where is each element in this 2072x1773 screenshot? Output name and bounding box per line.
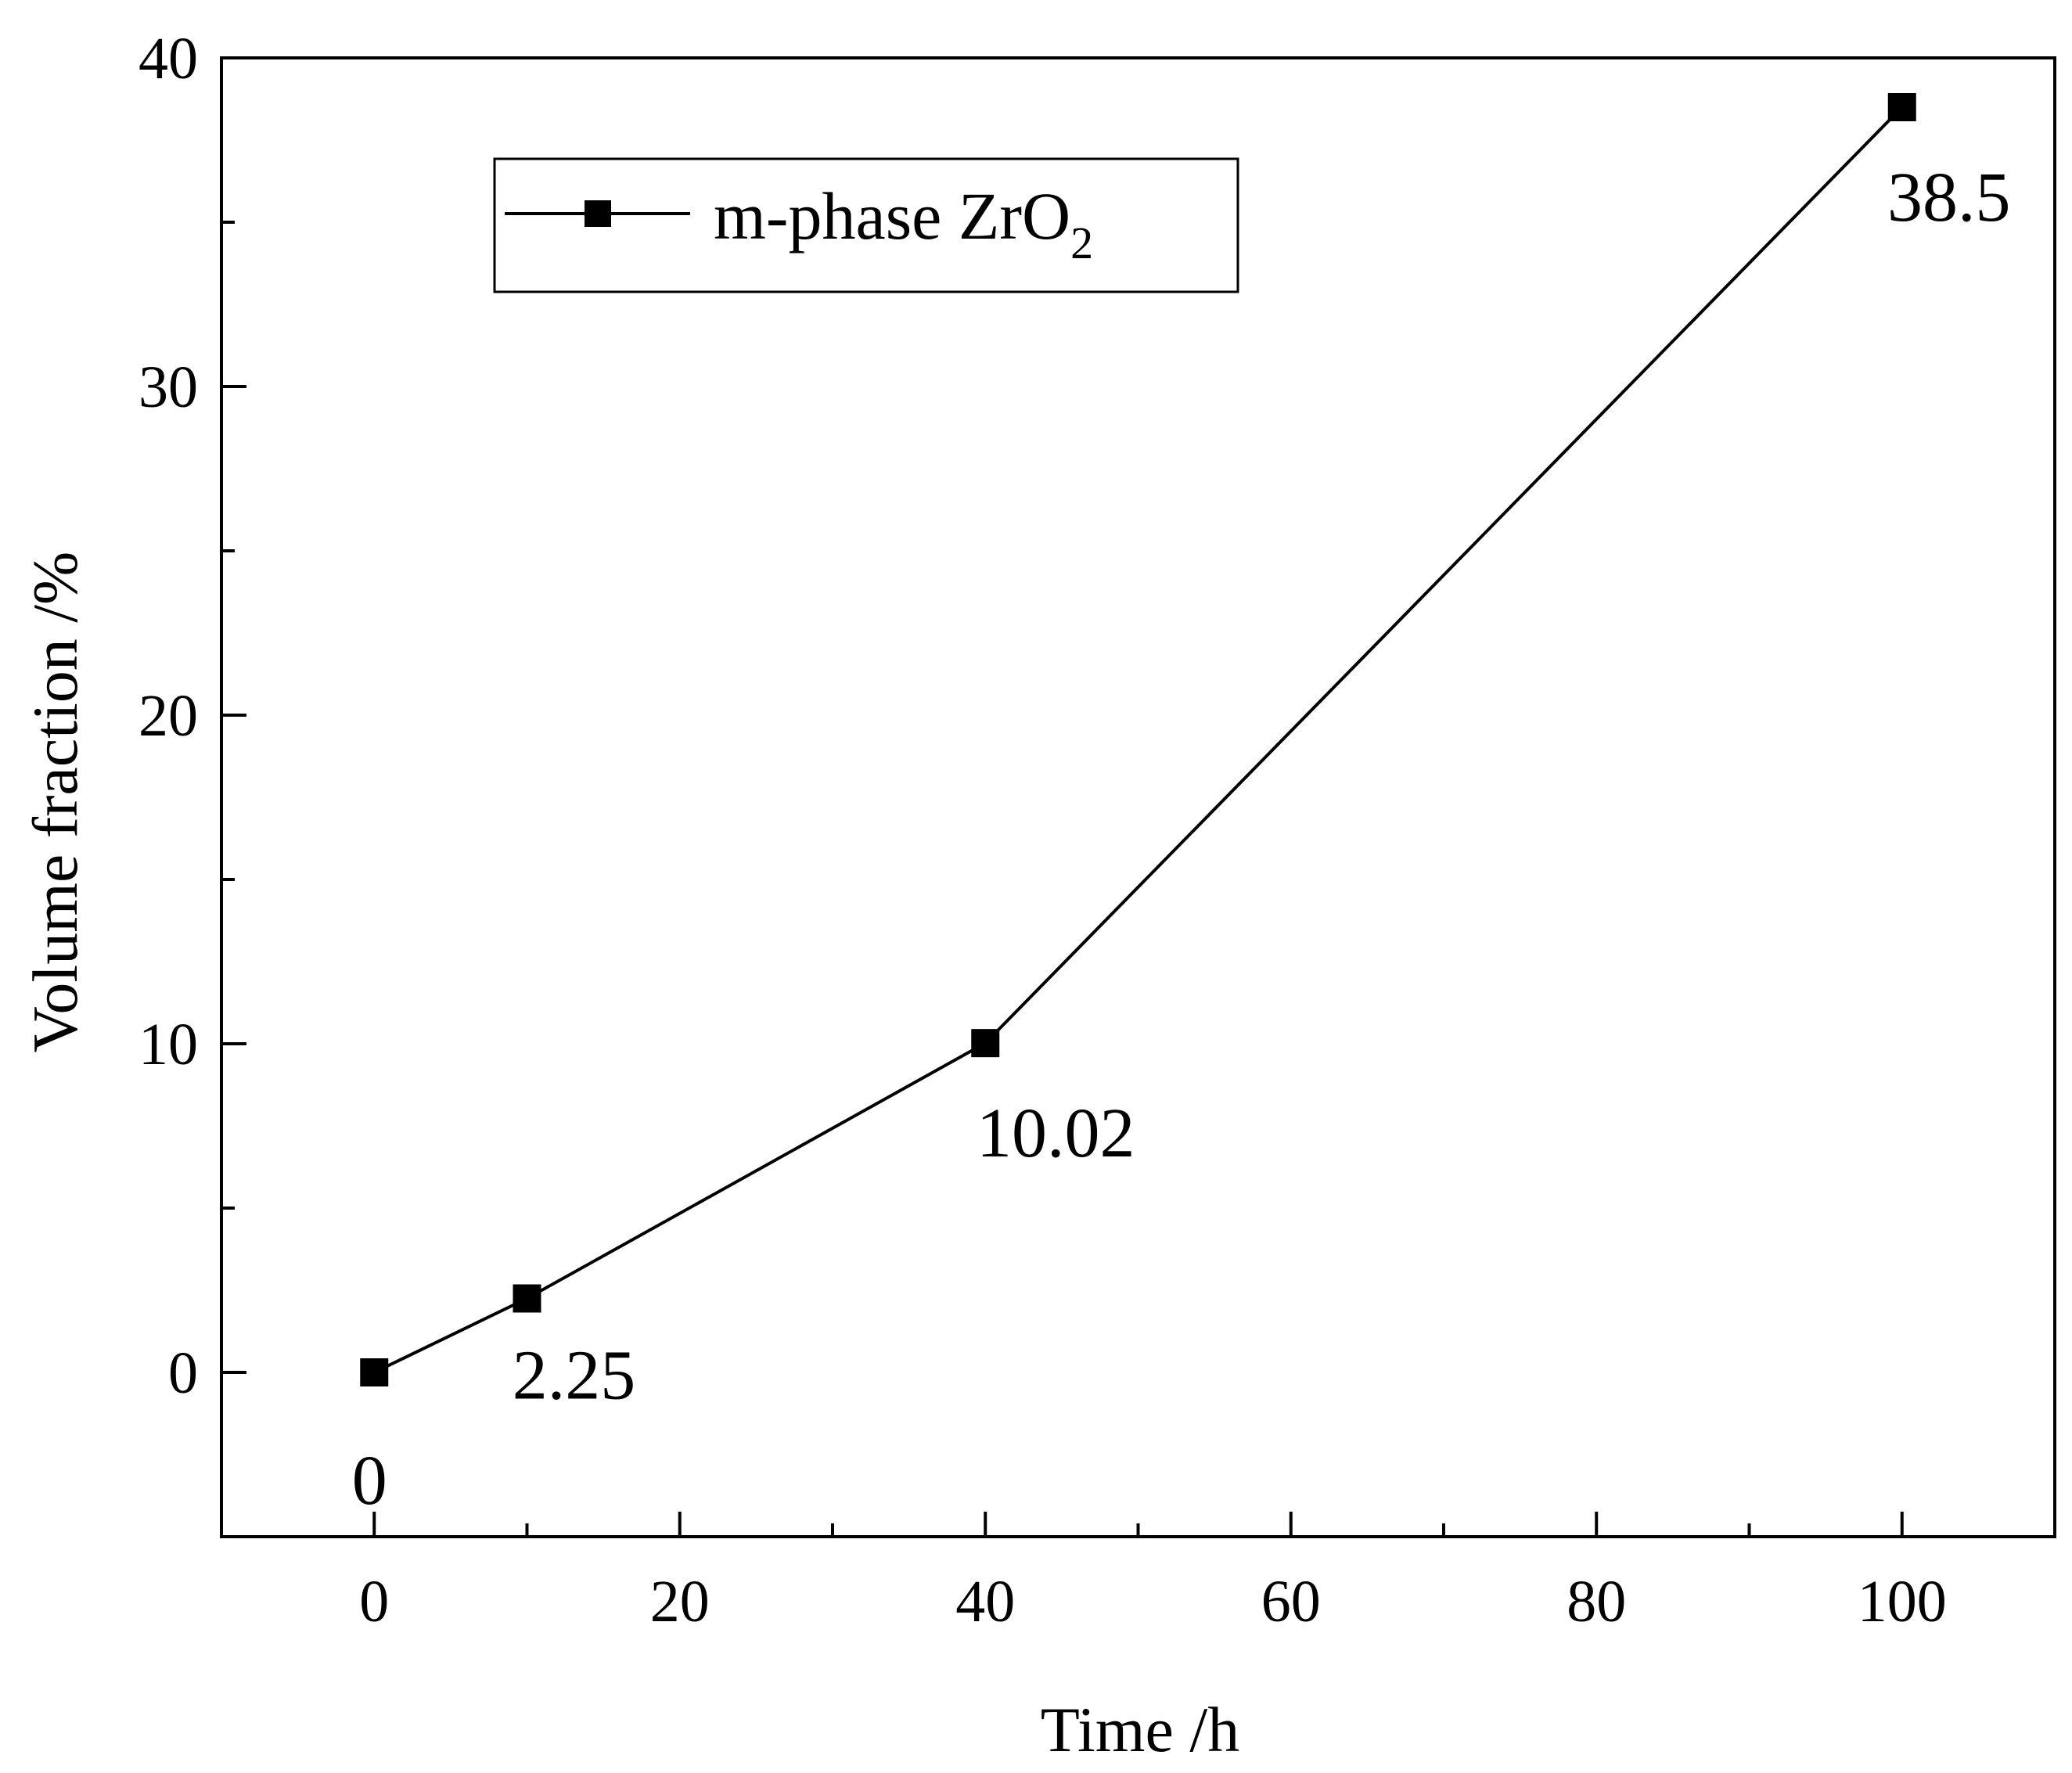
data-point-marker bbox=[360, 1358, 389, 1386]
y-tick-label: 40 bbox=[138, 26, 198, 92]
data-point-label: 10.02 bbox=[977, 1095, 1135, 1172]
x-axis-title: Time /h bbox=[1041, 1694, 1239, 1765]
data-point-marker bbox=[971, 1029, 1000, 1058]
x-tick-label: 0 bbox=[359, 1569, 389, 1635]
x-tick-label: 80 bbox=[1567, 1569, 1626, 1635]
data-point-label: 0 bbox=[352, 1442, 387, 1519]
x-tick-label: 100 bbox=[1858, 1569, 1947, 1635]
legend-box bbox=[493, 157, 1239, 293]
legend-label-subscript: 2 bbox=[1070, 218, 1093, 268]
y-tick-label: 20 bbox=[138, 683, 198, 749]
y-axis-title: Volume fraction /% bbox=[20, 552, 91, 1053]
legend-label-main: m-phase ZrO bbox=[714, 178, 1070, 254]
legend-label: m-phase ZrO2 bbox=[714, 178, 1093, 268]
legend-marker bbox=[585, 200, 611, 227]
y-tick-label: 30 bbox=[138, 354, 198, 420]
x-tick-label: 40 bbox=[955, 1569, 1015, 1635]
y-tick-label: 10 bbox=[138, 1012, 198, 1077]
y-tick-label: 0 bbox=[168, 1340, 198, 1406]
x-tick-label: 60 bbox=[1261, 1569, 1321, 1635]
data-point-marker bbox=[513, 1284, 541, 1313]
data-point-label: 38.5 bbox=[1887, 159, 2011, 236]
data-point-label: 2.25 bbox=[513, 1337, 636, 1415]
data-labels: 0 2.25 10.02 38.5 bbox=[352, 159, 2011, 1519]
series-line bbox=[373, 106, 1904, 1374]
data-point-marker bbox=[1887, 93, 1916, 121]
axis-ticks bbox=[221, 56, 1904, 1537]
legend: m-phase ZrO2 bbox=[493, 157, 1239, 293]
data-markers bbox=[360, 93, 1916, 1386]
x-tick-label: 20 bbox=[650, 1569, 710, 1635]
